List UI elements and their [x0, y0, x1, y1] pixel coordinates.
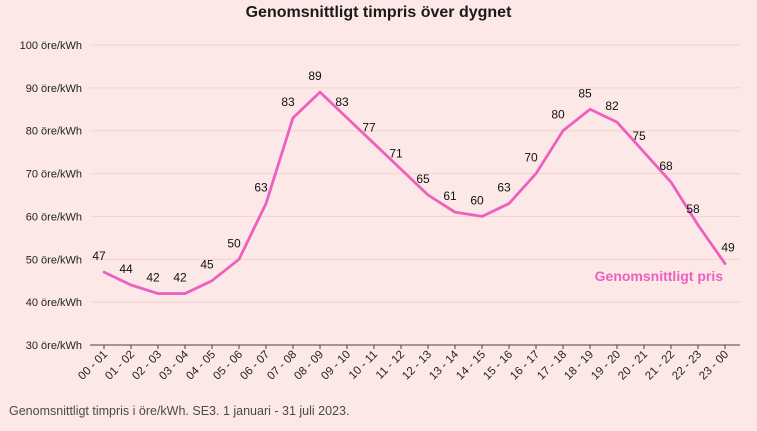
data-label: 82 [605, 99, 619, 113]
series-line-layer [102, 90, 727, 295]
data-label: 58 [686, 202, 700, 216]
data-label: 80 [551, 108, 565, 122]
data-label: 85 [578, 86, 592, 100]
data-label: 83 [335, 95, 349, 109]
x-tick-label: 06 - 07 [238, 349, 272, 383]
x-tick-label: 01 - 02 [103, 349, 137, 383]
x-tick-label: 07 - 08 [265, 349, 299, 383]
x-tick-label: 09 - 10 [319, 349, 353, 383]
x-tick-label: 19 - 20 [589, 349, 623, 383]
x-tick-label: 04 - 05 [184, 349, 218, 383]
y-tick-label: 70 öre/kWh [26, 169, 82, 181]
y-tick-label: 80 öre/kWh [26, 126, 82, 138]
data-label: 83 [281, 95, 295, 109]
data-label: 49 [721, 241, 735, 255]
data-label: 42 [146, 271, 160, 285]
data-label: 63 [497, 181, 511, 195]
y-tick-label: 60 öre/kWh [26, 211, 82, 223]
series-line [102, 90, 727, 295]
data-label: 60 [470, 193, 484, 207]
grid-lines [90, 44, 740, 346]
data-label: 44 [119, 262, 133, 276]
y-tick-label: 50 öre/kWh [26, 254, 82, 266]
x-tick-label: 00 - 01 [76, 349, 110, 383]
x-tick-label: 10 - 11 [347, 349, 380, 382]
x-tick-label: 22 - 23 [670, 349, 704, 383]
y-axis-ticks: 30 öre/kWh 40 öre/kWh 50 öre/kWh 60 öre/kWh… [20, 40, 82, 352]
y-tick-label: 30 öre/kWh [26, 340, 82, 352]
data-label: 70 [524, 151, 538, 165]
data-label: 61 [443, 189, 457, 203]
data-label: 42 [173, 271, 187, 285]
data-label: 77 [362, 121, 376, 135]
data-label: 68 [659, 159, 673, 173]
x-tick-label: 12 - 13 [400, 349, 434, 383]
data-label: 71 [389, 146, 403, 160]
x-tick-label: 02 - 03 [130, 349, 164, 383]
x-tick-label: 08 - 09 [292, 349, 326, 383]
data-label: 47 [92, 249, 106, 263]
x-tick-label: 21 - 22 [643, 349, 677, 383]
data-label: 75 [632, 129, 646, 143]
x-tick-label: 05 - 06 [211, 349, 245, 383]
x-tick-label: 14 - 15 [454, 349, 488, 383]
chart-caption: Genomsnittligt timpris i öre/kWh. SE3. 1… [9, 404, 350, 418]
x-tick-label: 18 - 19 [562, 349, 596, 383]
x-tick-label: 16 - 17 [508, 349, 542, 383]
data-label: 65 [416, 172, 430, 186]
data-label: 63 [254, 181, 268, 195]
chart-title: Genomsnittligt timpris över dygnet [245, 4, 512, 21]
data-labels: 47 44 42 42 45 50 63 83 89 83 77 71 65 61 60 63 70 80 85 82… [92, 69, 735, 284]
y-tick-label: 100 öre/kWh [20, 40, 82, 52]
data-label: 50 [227, 236, 241, 250]
data-label: 89 [308, 69, 322, 83]
y-tick-label: 90 öre/kWh [26, 83, 82, 95]
y-tick-label: 40 öre/kWh [26, 297, 82, 309]
x-tick-label: 23 - 00 [697, 349, 731, 383]
series-label: Genomsnittligt pris [595, 268, 724, 284]
x-tick-label: 20 - 21 [616, 349, 650, 383]
data-label: 45 [200, 258, 214, 272]
x-tick-label: 15 - 16 [481, 349, 515, 383]
x-tick-label: 17 - 18 [535, 349, 569, 383]
